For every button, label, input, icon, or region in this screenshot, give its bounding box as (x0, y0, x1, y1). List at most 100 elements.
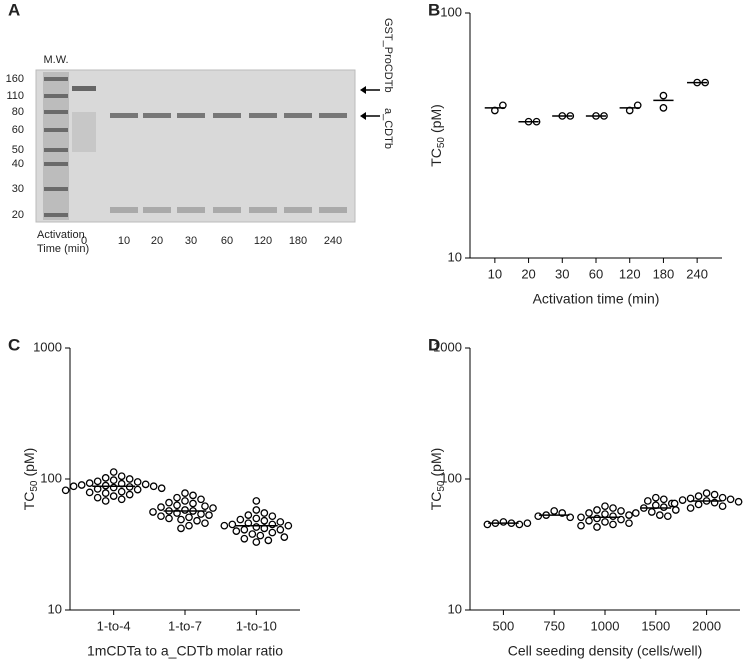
y-axis-title: TC50 (pM) (428, 448, 447, 511)
x-tick-label: 60 (589, 266, 603, 281)
data-point (252, 506, 261, 514)
data-point (244, 511, 253, 519)
data-point (189, 499, 197, 508)
band (110, 207, 138, 213)
data-point (252, 523, 261, 531)
arrow-head (360, 86, 366, 94)
mw-tick-label: 160 (6, 73, 24, 85)
data-point (655, 511, 664, 519)
data-point (260, 516, 269, 525)
data-point (647, 508, 656, 516)
lane-label: 240 (324, 235, 342, 247)
data-point (109, 492, 118, 500)
data-point (734, 497, 743, 506)
data-point (686, 504, 695, 512)
data-point (550, 507, 559, 515)
data-point (710, 490, 719, 499)
lane-label: 30 (185, 235, 197, 247)
data-point (585, 516, 593, 525)
x-tick-label: 1-to-4 (97, 618, 131, 633)
data-point (220, 521, 229, 530)
data-point (601, 518, 609, 526)
panel-label: D (428, 335, 440, 354)
data-point (625, 519, 633, 528)
data-point (117, 472, 126, 481)
lane-label: 120 (254, 235, 272, 247)
data-point (177, 524, 185, 533)
y-tick-label: 1000 (433, 339, 462, 354)
y-title-sub: 50 (436, 480, 447, 492)
band (213, 207, 241, 213)
data-point (77, 481, 86, 489)
band (143, 207, 171, 213)
y-title-main: TC (428, 492, 444, 511)
data-point (125, 475, 134, 483)
data-point (101, 489, 110, 497)
data-point (264, 536, 273, 545)
data-point (173, 501, 181, 510)
band (249, 113, 277, 118)
data-point (165, 498, 173, 507)
x-axis-title: 1mCDTa to a_CDTb molar ratio (87, 643, 283, 659)
band (177, 207, 205, 213)
data-point (593, 506, 601, 514)
data-point (125, 490, 134, 499)
data-point (609, 512, 617, 521)
data-point (252, 497, 261, 505)
panel-label: A (8, 0, 20, 19)
annotation: GST_ProCDTb (382, 18, 394, 93)
data-point (601, 502, 609, 511)
data-point (702, 489, 711, 497)
data-point (534, 512, 543, 521)
x-tick-label: 120 (619, 266, 641, 281)
data-point (631, 509, 640, 517)
data-point (228, 520, 237, 529)
marker-band (44, 148, 68, 152)
data-point (659, 503, 668, 511)
data-point (93, 477, 102, 486)
data-point (117, 487, 126, 496)
data-point (157, 503, 165, 511)
data-point (93, 493, 102, 502)
y-tick-label: 10 (48, 601, 62, 616)
data-point (201, 502, 209, 511)
x-axis-title: Activation time (min) (533, 291, 660, 307)
data-point (515, 520, 524, 529)
data-point (109, 476, 118, 484)
y-tick-label: 100 (440, 4, 462, 19)
data-point (85, 479, 94, 487)
y-tick-label: 10 (448, 601, 462, 616)
band (284, 113, 312, 118)
data-point (601, 510, 609, 518)
marker-band (44, 128, 68, 132)
y-tick-label: 10 (448, 249, 462, 264)
data-point (117, 495, 126, 504)
data-point (173, 493, 181, 502)
y-tick-label: 100 (440, 470, 462, 485)
data-point (109, 468, 118, 476)
data-point (133, 485, 142, 494)
lane-label: 0 (81, 235, 87, 247)
data-point (268, 528, 277, 537)
y-title-sub: 50 (29, 480, 40, 492)
data-point (659, 104, 668, 112)
data-point (678, 496, 687, 504)
data-point (236, 515, 245, 524)
data-point (181, 506, 189, 514)
data-point (256, 531, 265, 540)
band (143, 113, 171, 118)
y-title-main: TC (21, 492, 37, 511)
data-point (276, 518, 285, 526)
data-point (252, 514, 261, 523)
data-point (149, 508, 157, 516)
data-point (694, 500, 703, 509)
lane-label: 10 (118, 235, 130, 247)
data-point (201, 519, 209, 528)
data-point (197, 510, 205, 518)
mw-tick-label: 50 (12, 144, 24, 156)
mw-tick-label: 60 (12, 124, 24, 136)
marker-band (44, 213, 68, 217)
data-point (268, 512, 277, 521)
data-point (276, 525, 285, 534)
